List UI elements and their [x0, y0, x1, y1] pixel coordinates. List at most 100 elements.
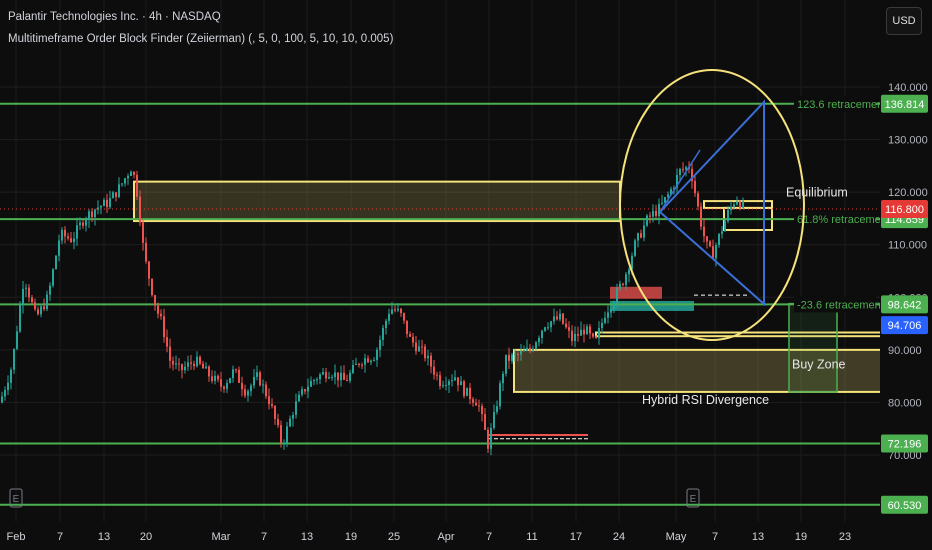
candle-body	[325, 372, 327, 379]
candle-body	[481, 405, 483, 415]
y-tick-label: 90.000	[888, 345, 922, 357]
candle-body	[175, 363, 177, 365]
candle-body	[634, 240, 636, 256]
candle-body	[220, 379, 222, 387]
level-label: 61.8% retracement	[797, 214, 890, 226]
candle-body	[604, 317, 606, 323]
candle-body	[22, 288, 24, 306]
candle-body	[739, 201, 741, 209]
candle-body	[655, 211, 657, 217]
candle-body	[565, 323, 567, 328]
candle-body	[562, 313, 564, 324]
candle-body	[271, 404, 273, 407]
candle-body	[4, 390, 6, 397]
candle-body	[697, 193, 699, 207]
x-tick-label: 19	[345, 531, 357, 543]
candle-body	[706, 236, 708, 242]
level-price-tag	[881, 295, 928, 314]
candle-body	[103, 199, 105, 207]
candle-body	[244, 389, 246, 396]
candle-body	[664, 197, 666, 203]
candle-body	[457, 377, 459, 386]
candles-layer	[1, 161, 744, 456]
candle-body	[19, 305, 21, 332]
candle-body	[520, 350, 522, 355]
candle-body	[109, 198, 111, 208]
candle-body	[499, 383, 501, 407]
candle-body	[463, 381, 465, 396]
candle-body	[421, 346, 423, 348]
y-tick-label: 80.000	[888, 397, 922, 409]
candle-body	[691, 168, 693, 182]
candle-body	[478, 405, 480, 407]
y-tick-label: 140.000	[888, 82, 928, 94]
candle-body	[550, 321, 552, 328]
candle-body	[658, 203, 660, 217]
candle-body	[427, 355, 429, 359]
harmonic-pattern	[659, 99, 765, 307]
candle-body	[310, 380, 312, 387]
candle-body	[346, 379, 348, 381]
candle-body	[373, 359, 375, 361]
candle-body	[703, 226, 705, 237]
candle-body	[208, 366, 210, 377]
candle-body	[571, 330, 573, 342]
candle-body	[535, 342, 537, 349]
x-tick-label: May	[666, 531, 687, 543]
candle-body	[496, 406, 498, 413]
x-tick-label: 13	[301, 531, 313, 543]
y-tick-label: 70.000	[888, 450, 922, 462]
candle-body	[64, 229, 66, 237]
candle-body	[43, 306, 45, 310]
candle-body	[529, 347, 531, 351]
level-label: 123.6 retracement	[797, 99, 886, 111]
x-tick-label: 11	[526, 531, 537, 543]
level-label: -23.6 retracement	[797, 299, 884, 311]
candle-body	[541, 330, 543, 338]
x-tick-label: 23	[839, 531, 851, 543]
candle-body	[328, 377, 330, 379]
y-tick-label: 130.000	[888, 135, 928, 147]
candle-body	[166, 337, 168, 347]
candle-body	[640, 233, 642, 238]
candle-body	[733, 204, 735, 207]
candle-body	[343, 372, 345, 380]
event-marker-label: E	[690, 494, 697, 505]
x-tick-label: Mar	[212, 531, 231, 543]
level-price-tag	[881, 94, 928, 113]
y-tick-label: 120.000	[888, 187, 928, 199]
candle-body	[556, 316, 558, 320]
candle-body	[352, 364, 354, 373]
candle-body	[112, 192, 114, 199]
indicator-label[interactable]: Multitimeframe Order Block Finder (Zeiie…	[8, 33, 394, 45]
candle-body	[115, 192, 117, 197]
event-marker	[686, 488, 700, 508]
candle-body	[130, 171, 132, 176]
candle-body	[226, 382, 228, 389]
candle-body	[385, 320, 387, 328]
candle-body	[148, 261, 150, 279]
candle-body	[715, 245, 717, 259]
candle-body	[538, 337, 540, 343]
x-tick-label: 7	[261, 531, 267, 543]
candle-body	[349, 372, 351, 381]
currency-button[interactable]: USD	[886, 7, 922, 35]
annotation-hybrid-rsi-divergence: Hybrid RSI Divergence	[642, 393, 769, 407]
current-price-tag	[881, 199, 928, 218]
candle-body	[250, 385, 252, 392]
candle-body	[199, 356, 201, 364]
candle-body	[211, 376, 213, 381]
candle-body	[46, 294, 48, 310]
x-tick-label: 19	[795, 531, 807, 543]
candle-body	[55, 255, 57, 270]
candle-body	[334, 372, 336, 378]
candle-body	[610, 309, 612, 313]
candle-body	[235, 369, 237, 371]
candle-body	[682, 168, 684, 170]
candle-body	[547, 327, 549, 329]
x-tick-label: 24	[613, 531, 625, 543]
overlay-layer: Equilibrium Buy Zone Hybrid RSI Divergence	[619, 69, 848, 407]
candle-body	[178, 363, 180, 365]
candle-body	[91, 211, 93, 218]
